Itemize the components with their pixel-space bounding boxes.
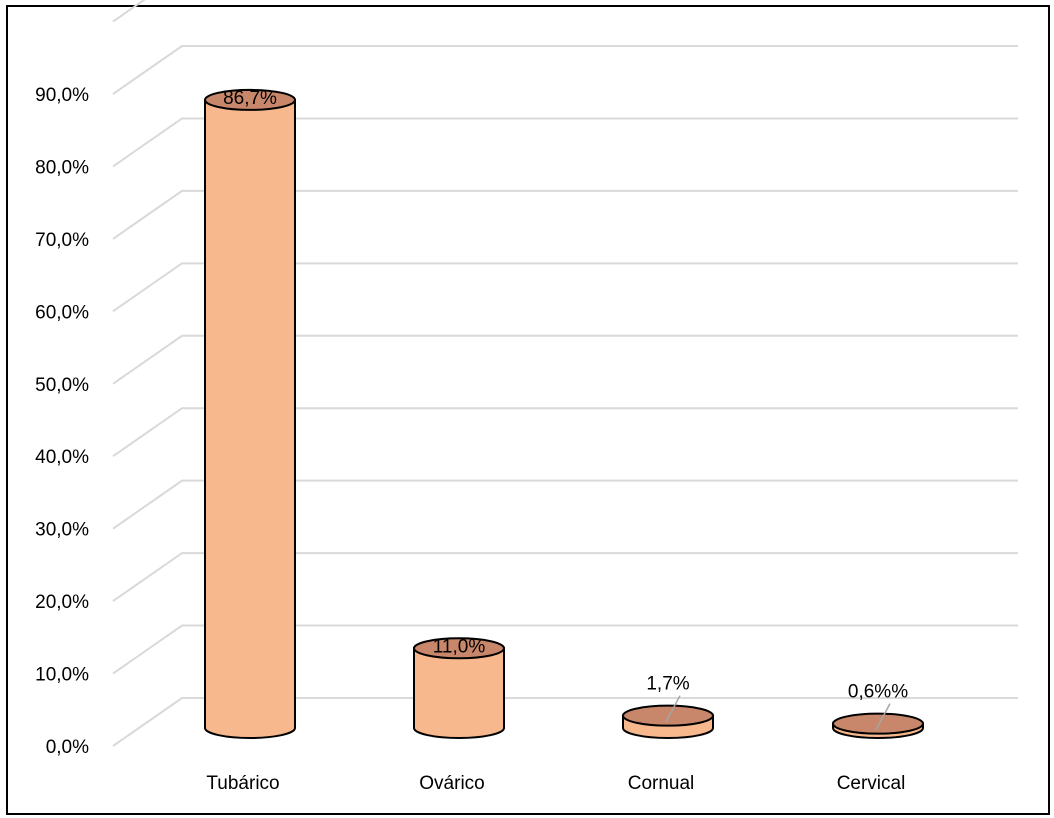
category-label: Cervical	[837, 773, 906, 794]
gridline	[112, 697, 1018, 747]
bar-ovárico	[413, 637, 505, 739]
y-tick-label: 20,0%	[35, 592, 89, 613]
y-tick-label: 0,0%	[46, 737, 89, 758]
gridline	[112, 552, 1018, 602]
bar-cornual	[622, 704, 714, 739]
leader-line	[665, 695, 681, 723]
gridline	[112, 0, 146, 23]
gridline	[112, 407, 1018, 458]
bar-top	[622, 704, 714, 727]
category-label: Cornual	[628, 773, 695, 794]
bar-tubárico	[204, 88, 296, 739]
y-tick-label: 40,0%	[35, 447, 89, 468]
bar-cervical	[832, 712, 924, 739]
bar-body	[413, 647, 505, 739]
data-label: 86,7%	[223, 88, 277, 109]
gridline	[112, 117, 1018, 168]
y-tick-label: 70,0%	[35, 230, 89, 251]
bar-body	[204, 98, 296, 739]
gridline	[112, 624, 1018, 675]
bar-top	[413, 637, 505, 660]
bars	[204, 88, 924, 739]
data-label: 0,6%%	[848, 682, 908, 703]
gridline	[112, 189, 1018, 240]
y-tick-label: 60,0%	[35, 302, 89, 323]
gridline	[112, 334, 1018, 385]
y-axis-ticks: 0,0% 10,0% 20,0% 30,0% 40,0% 50,0% 60,0% 70,0% 8…	[35, 85, 89, 758]
y-tick-label: 50,0%	[35, 375, 89, 396]
bar-top	[832, 712, 924, 735]
gridlines	[112, 0, 1018, 747]
data-label: 1,7%	[646, 674, 689, 695]
gridline	[112, 45, 1018, 95]
category-label: Ovárico	[419, 773, 484, 794]
gridline	[112, 262, 1018, 313]
data-label: 11,0%	[433, 636, 486, 657]
bar-top	[204, 88, 296, 111]
y-tick-label: 90,0%	[35, 85, 89, 106]
y-tick-label: 10,0%	[35, 665, 89, 686]
gridline	[112, 479, 1018, 530]
x-axis-categories: Tubárico Ovárico Cornual Cervical	[206, 773, 905, 794]
data-labels: 86,7% 11,0% 1,7% 0,6%%	[223, 88, 908, 731]
leader-line	[875, 703, 891, 731]
y-tick-label: 30,0%	[35, 520, 89, 541]
y-tick-label: 80,0%	[35, 157, 89, 178]
category-label: Tubárico	[206, 773, 279, 794]
